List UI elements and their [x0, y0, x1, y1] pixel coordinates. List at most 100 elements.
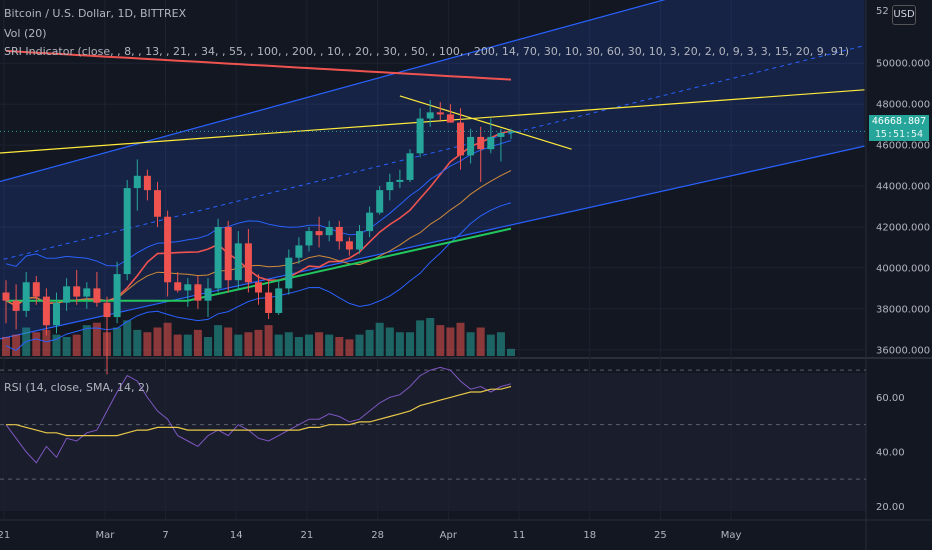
rsi-line [5, 366, 512, 464]
volume-bar [42, 329, 51, 356]
countdown-label: 15:51:54 [869, 128, 929, 141]
volume-bar [395, 332, 404, 356]
volume-bar [365, 329, 374, 356]
volume-bar [264, 325, 273, 356]
candle-body [123, 188, 131, 275]
candle-body [275, 288, 283, 313]
trend-line-down [399, 95, 572, 150]
volume-bar [234, 334, 243, 356]
candle-body [164, 216, 172, 283]
rsi-ma-line [6, 385, 512, 437]
candle-body [133, 175, 141, 189]
candle-body [305, 231, 313, 246]
time-tick-label: Apr [440, 530, 458, 541]
volume-bar [294, 337, 303, 356]
rsi-tick-label: 60.00 [876, 393, 905, 404]
price-tick-label-top: 52 [876, 6, 889, 17]
time-tick-label: Mar [95, 530, 115, 541]
candle-body [244, 243, 252, 283]
volume-bar [244, 332, 253, 356]
price-tick-label: 48000.000 [876, 100, 930, 111]
candle-body [224, 226, 232, 281]
volume-bar [315, 332, 324, 356]
volume-bar [486, 334, 495, 356]
candle-body [487, 136, 495, 150]
volume-bar [254, 329, 263, 356]
volume-bar [476, 327, 485, 356]
candle-body [325, 226, 333, 236]
rsi-tick-label: 20.00 [876, 502, 905, 513]
volume-bar [446, 327, 455, 356]
candle-body [154, 190, 161, 217]
candle-body [83, 288, 91, 297]
time-tick-label: 18 [583, 530, 596, 541]
volume-bar [52, 334, 61, 356]
candle-body [416, 118, 424, 154]
sri-legend: SRI Indicator (close, , 8, , 13, , 21, ,… [4, 45, 849, 58]
candle-body [285, 257, 293, 289]
rsi-tick-label: 40.00 [876, 447, 905, 458]
volume-bar [62, 337, 71, 356]
volume-bar [426, 318, 435, 356]
candle-body [335, 226, 343, 242]
volume-bar [143, 332, 152, 356]
volume-bar [183, 334, 192, 356]
candle-body [265, 292, 273, 313]
price-tick-label: 40000.000 [876, 263, 930, 274]
candle-body [93, 288, 101, 303]
volume-bar [305, 334, 313, 356]
volume-bar [284, 332, 293, 356]
volume-bar [92, 322, 101, 356]
candle-body [446, 114, 454, 123]
last-price-label: 46668.807 [869, 115, 929, 128]
volume-bar [214, 325, 223, 356]
candle-body [204, 288, 212, 301]
volume-bar [82, 325, 91, 356]
candle-body [2, 292, 10, 301]
volume-bar [385, 327, 394, 356]
candle-body [345, 241, 353, 250]
volume-bar [416, 320, 425, 356]
volume-bar [2, 337, 10, 356]
volume-bar [163, 322, 172, 356]
currency-button[interactable]: USD [892, 5, 916, 25]
candle-body [42, 296, 50, 326]
time-tick-label: 11 [513, 530, 526, 541]
volume-bar [173, 334, 182, 356]
price-tick-label: 36000.000 [876, 345, 930, 356]
time-tick-label: 28 [371, 530, 384, 541]
rsi-legend: RSI (14, close, SMA, 14, 2) [4, 381, 150, 394]
candle-body [32, 282, 40, 297]
candle-body [103, 302, 111, 318]
candle-body [376, 190, 384, 213]
candle-body [426, 112, 434, 119]
volume-bar [355, 334, 364, 356]
volume-bar [335, 337, 344, 356]
candle-body [366, 212, 374, 232]
bollinger-upper [5, 140, 512, 267]
volume-bar [496, 332, 505, 356]
time-tick-label: 21 [301, 530, 314, 541]
candle-body [477, 136, 485, 150]
volume-bar [325, 334, 334, 356]
symbol-legend: Bitcoin / U.S. Dollar, 1D, BITTREX [4, 7, 187, 20]
volume-bar [375, 322, 384, 356]
time-tick-label: 21 [0, 530, 10, 541]
volume-bar [113, 327, 122, 356]
candle-body [22, 282, 30, 311]
volume-bar [133, 329, 142, 356]
candle-body [174, 282, 182, 291]
candle-body [255, 282, 262, 293]
time-tick-label: May [721, 530, 742, 541]
candle-body [12, 300, 20, 311]
volume-bar [436, 325, 445, 356]
candle-body [497, 132, 505, 137]
candle-body [315, 231, 323, 236]
candle-body [457, 122, 464, 156]
channel-lower-line [0, 145, 865, 340]
time-tick-label: 25 [654, 530, 667, 541]
candle-body [386, 181, 394, 191]
candle-body [396, 179, 404, 182]
